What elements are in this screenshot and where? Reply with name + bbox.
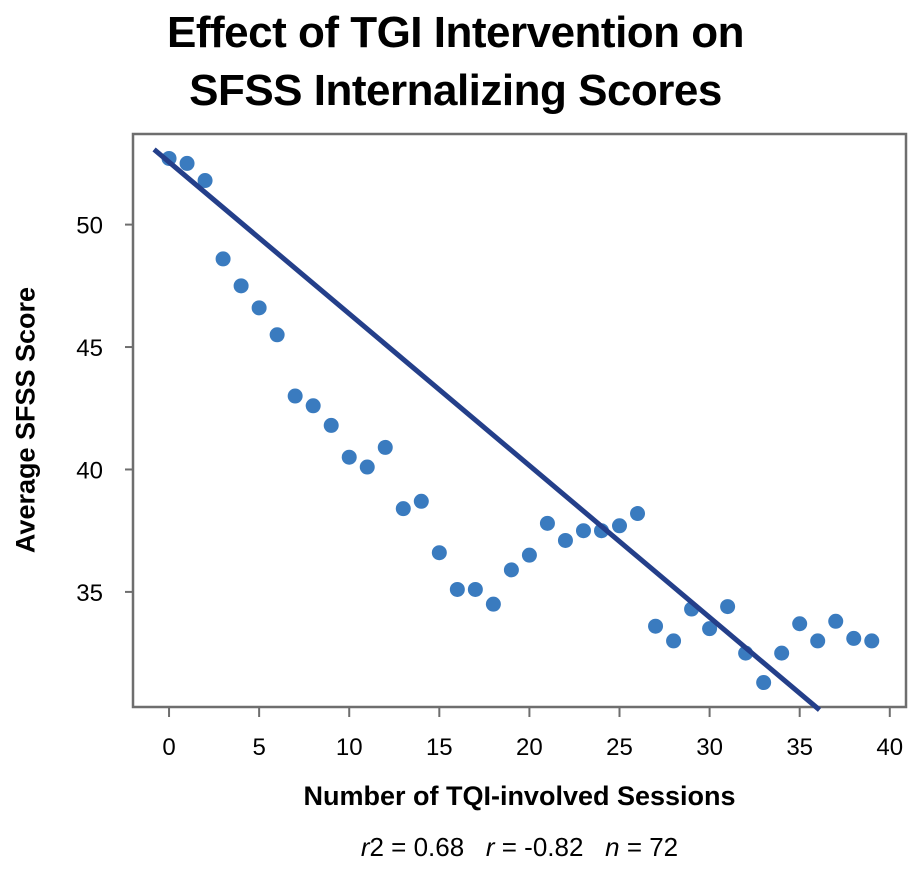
data-point — [503, 562, 519, 578]
data-point — [630, 506, 646, 522]
x-tick-label: 20 — [516, 734, 543, 761]
data-point — [431, 545, 447, 561]
x-tick-label: 30 — [696, 734, 723, 761]
data-point — [179, 155, 195, 171]
r2-symbol: r — [360, 832, 370, 862]
plot-frame — [131, 132, 908, 709]
data-point — [648, 618, 664, 634]
data-point — [521, 547, 537, 563]
y-tick-label: 40 — [76, 457, 103, 484]
data-point — [828, 613, 844, 629]
x-tick-label: 35 — [786, 734, 813, 761]
data-point — [575, 523, 591, 539]
data-point — [792, 616, 808, 632]
data-point — [323, 417, 339, 433]
x-tick-label: 40 — [876, 734, 903, 761]
data-point — [720, 599, 736, 615]
x-tick-label: 0 — [162, 734, 175, 761]
chart-title: Effect of TGI Intervention on SFSS Inter… — [0, 4, 911, 120]
data-point — [846, 630, 862, 646]
data-point — [395, 501, 411, 517]
data-point — [251, 300, 267, 316]
data-point — [666, 633, 682, 649]
data-point — [612, 518, 628, 534]
data-point — [539, 515, 555, 531]
x-axis-label: Number of TQI-involved Sessions — [303, 781, 736, 811]
data-point — [557, 532, 573, 548]
x-tick-label: 10 — [336, 734, 363, 761]
n-value: = 72 — [619, 832, 679, 862]
data-point — [359, 459, 375, 475]
x-tick-label: 5 — [252, 734, 265, 761]
r-symbol: r — [485, 832, 495, 862]
data-point — [305, 398, 321, 414]
data-point — [233, 278, 249, 294]
data-point — [467, 581, 483, 597]
x-tick-label: 15 — [426, 734, 453, 761]
data-point — [287, 388, 303, 404]
data-point — [377, 439, 393, 455]
chart-title-line-2: SFSS Internalizing Scores — [189, 66, 722, 115]
data-point — [702, 621, 718, 637]
data-point — [810, 633, 826, 649]
data-point — [774, 645, 790, 661]
data-point — [864, 633, 880, 649]
data-point — [197, 173, 213, 189]
data-point — [269, 327, 285, 343]
y-tick-label: 35 — [76, 580, 103, 607]
data-point — [449, 581, 465, 597]
data-point — [413, 493, 429, 509]
x-tick-label: 25 — [606, 734, 633, 761]
statistics-annotation: r2 = 0.68 r = -0.82 n = 72 — [133, 832, 906, 863]
r-value: = -0.82 — [494, 832, 584, 862]
y-tick-label: 45 — [76, 335, 103, 362]
data-point — [215, 251, 231, 267]
n-symbol: n — [605, 832, 620, 862]
r2-value: 2 = 0.68 — [369, 832, 465, 862]
data-point — [756, 675, 772, 691]
data-point — [485, 596, 501, 612]
y-tick-label: 50 — [76, 213, 103, 240]
chart-title-line-1: Effect of TGI Intervention on — [166, 8, 745, 57]
y-axis-label: Average SFSS Score — [10, 286, 41, 554]
data-point — [341, 449, 357, 465]
trendline — [152, 147, 822, 712]
